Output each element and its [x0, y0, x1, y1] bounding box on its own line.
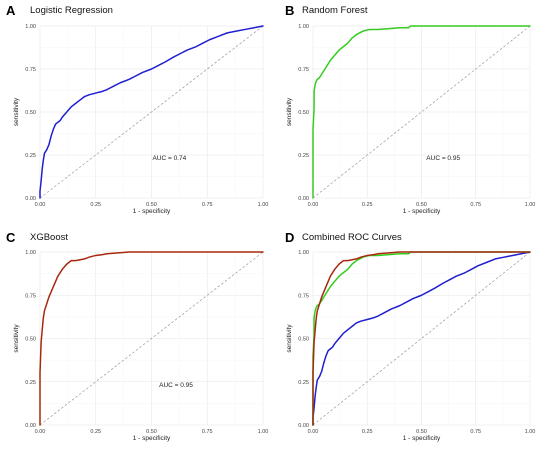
- x-axis-label: 1 - specificity: [403, 208, 441, 215]
- y-tick-label: 0.00: [25, 423, 36, 429]
- x-tick-label: 0.50: [146, 429, 157, 435]
- x-tick-label: 0.25: [362, 202, 373, 208]
- x-axis-label: 1 - specificity: [133, 208, 171, 215]
- y-tick-label: 0.25: [298, 153, 309, 159]
- x-tick-label: 0.75: [202, 202, 213, 208]
- y-tick-label: 0.25: [25, 153, 36, 159]
- y-tick-label: 1.00: [298, 250, 309, 256]
- reference-diagonal: [312, 25, 531, 199]
- y-tick-label: 1.00: [298, 24, 309, 30]
- y-tick-label: 0.00: [298, 423, 309, 429]
- y-tick-label: 0.75: [298, 293, 309, 299]
- x-tick-label: 0.00: [35, 429, 46, 435]
- panel-d: D Combined ROC Curves 0.00 0.25 0.50 0.75 1.00…: [285, 230, 535, 442]
- panel-b: B Random Forest 0.00 0.25 0.50 0.75 1.00 0.00 0.…: [285, 3, 535, 215]
- auc-annotation: AUC = 0.95: [426, 155, 460, 162]
- x-tick-label: 0.00: [308, 429, 319, 435]
- x-tick-label: 0.00: [308, 202, 319, 208]
- roc-curve-xgboost: [312, 251, 531, 426]
- roc-curve-xgboost: [39, 251, 264, 426]
- y-tick-label: 1.00: [25, 250, 36, 256]
- panel-a: A Logistic Regression 0.00 0.25 0.50 0.75 1.00…: [6, 3, 268, 215]
- panel-title: Logistic Regression: [30, 5, 113, 16]
- x-tick-label: 0.25: [362, 429, 373, 435]
- x-axis-label: 1 - specificity: [133, 435, 171, 442]
- panel-title: XGBoost: [30, 232, 68, 243]
- reference-diagonal: [312, 251, 531, 426]
- y-axis-label: sensitivity: [286, 324, 293, 353]
- x-tick-label: 0.00: [35, 202, 46, 208]
- y-tick-label: 0.75: [25, 67, 36, 73]
- y-axis-label: sensitivity: [13, 97, 20, 126]
- panel-label: C: [6, 230, 16, 245]
- y-tick-label: 0.75: [25, 293, 36, 299]
- y-tick-label: 0.75: [298, 67, 309, 73]
- y-tick-label: 0.00: [298, 196, 309, 202]
- y-tick-label: 0.50: [25, 110, 36, 116]
- x-tick-label: 0.75: [470, 429, 481, 435]
- x-tick-label: 0.25: [90, 202, 101, 208]
- y-tick-label: 1.00: [25, 24, 36, 30]
- x-tick-label: 1.00: [258, 202, 269, 208]
- x-tick-label: 0.75: [470, 202, 481, 208]
- panel-label: D: [285, 230, 294, 245]
- roc-curve-random-forest: [312, 25, 531, 199]
- roc-curve-logistic: [39, 25, 264, 199]
- y-tick-label: 0.50: [25, 337, 36, 343]
- panel-label: B: [285, 3, 294, 18]
- x-tick-label: 0.50: [416, 429, 427, 435]
- y-axis-label: sensitivity: [13, 324, 20, 353]
- y-tick-label: 0.25: [25, 380, 36, 386]
- y-tick-label: 0.00: [25, 196, 36, 202]
- panel-title: Random Forest: [302, 5, 368, 16]
- y-tick-label: 0.50: [298, 337, 309, 343]
- x-tick-label: 1.00: [525, 429, 536, 435]
- reference-diagonal: [39, 251, 264, 426]
- panel-title: Combined ROC Curves: [302, 232, 402, 243]
- auc-annotation: AUC = 0.74: [152, 155, 186, 162]
- x-tick-label: 0.75: [202, 429, 213, 435]
- y-tick-label: 0.50: [298, 110, 309, 116]
- roc-curve-logistic: [312, 251, 531, 426]
- y-tick-label: 0.25: [298, 380, 309, 386]
- panel-c: C XGBoost 0.00 0.25 0.50 0.75 1.00 0.00 0.25 0.50…: [6, 230, 268, 442]
- y-axis-label: sensitivity: [286, 97, 293, 126]
- x-tick-label: 0.50: [416, 202, 427, 208]
- x-tick-label: 0.50: [146, 202, 157, 208]
- reference-diagonal: [39, 25, 264, 199]
- x-axis-label: 1 - specificity: [403, 435, 441, 442]
- auc-annotation: AUC = 0.95: [159, 382, 193, 389]
- x-tick-label: 1.00: [525, 202, 536, 208]
- x-tick-label: 1.00: [258, 429, 269, 435]
- panel-label: A: [6, 3, 16, 18]
- x-tick-label: 0.25: [90, 429, 101, 435]
